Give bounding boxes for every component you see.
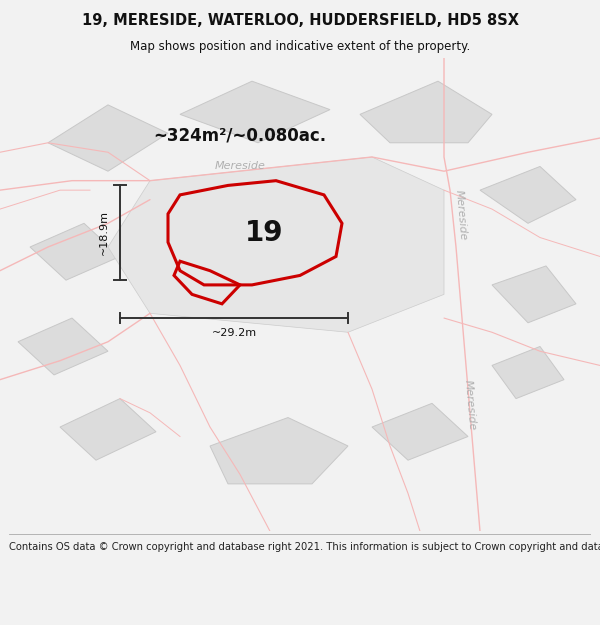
- Polygon shape: [360, 81, 492, 142]
- Polygon shape: [372, 403, 468, 460]
- Text: Mereside: Mereside: [215, 161, 265, 171]
- Polygon shape: [48, 105, 168, 171]
- Polygon shape: [492, 346, 564, 399]
- Text: ~324m²/~0.080ac.: ~324m²/~0.080ac.: [154, 127, 326, 144]
- Text: ~18.9m: ~18.9m: [99, 210, 109, 255]
- Text: Map shows position and indicative extent of the property.: Map shows position and indicative extent…: [130, 40, 470, 53]
- Text: Contains OS data © Crown copyright and database right 2021. This information is : Contains OS data © Crown copyright and d…: [9, 542, 600, 552]
- Polygon shape: [480, 166, 576, 223]
- Polygon shape: [492, 266, 576, 322]
- Text: ~29.2m: ~29.2m: [211, 328, 257, 338]
- Polygon shape: [210, 418, 348, 484]
- Polygon shape: [18, 318, 108, 375]
- Text: 19: 19: [245, 219, 283, 247]
- Polygon shape: [60, 399, 156, 460]
- Text: Mereside: Mereside: [463, 379, 478, 431]
- Text: 19, MERESIDE, WATERLOO, HUDDERSFIELD, HD5 8SX: 19, MERESIDE, WATERLOO, HUDDERSFIELD, HD…: [82, 12, 518, 28]
- Polygon shape: [30, 223, 120, 280]
- Text: Mereside: Mereside: [454, 190, 469, 241]
- Polygon shape: [180, 81, 330, 142]
- Polygon shape: [108, 157, 444, 332]
